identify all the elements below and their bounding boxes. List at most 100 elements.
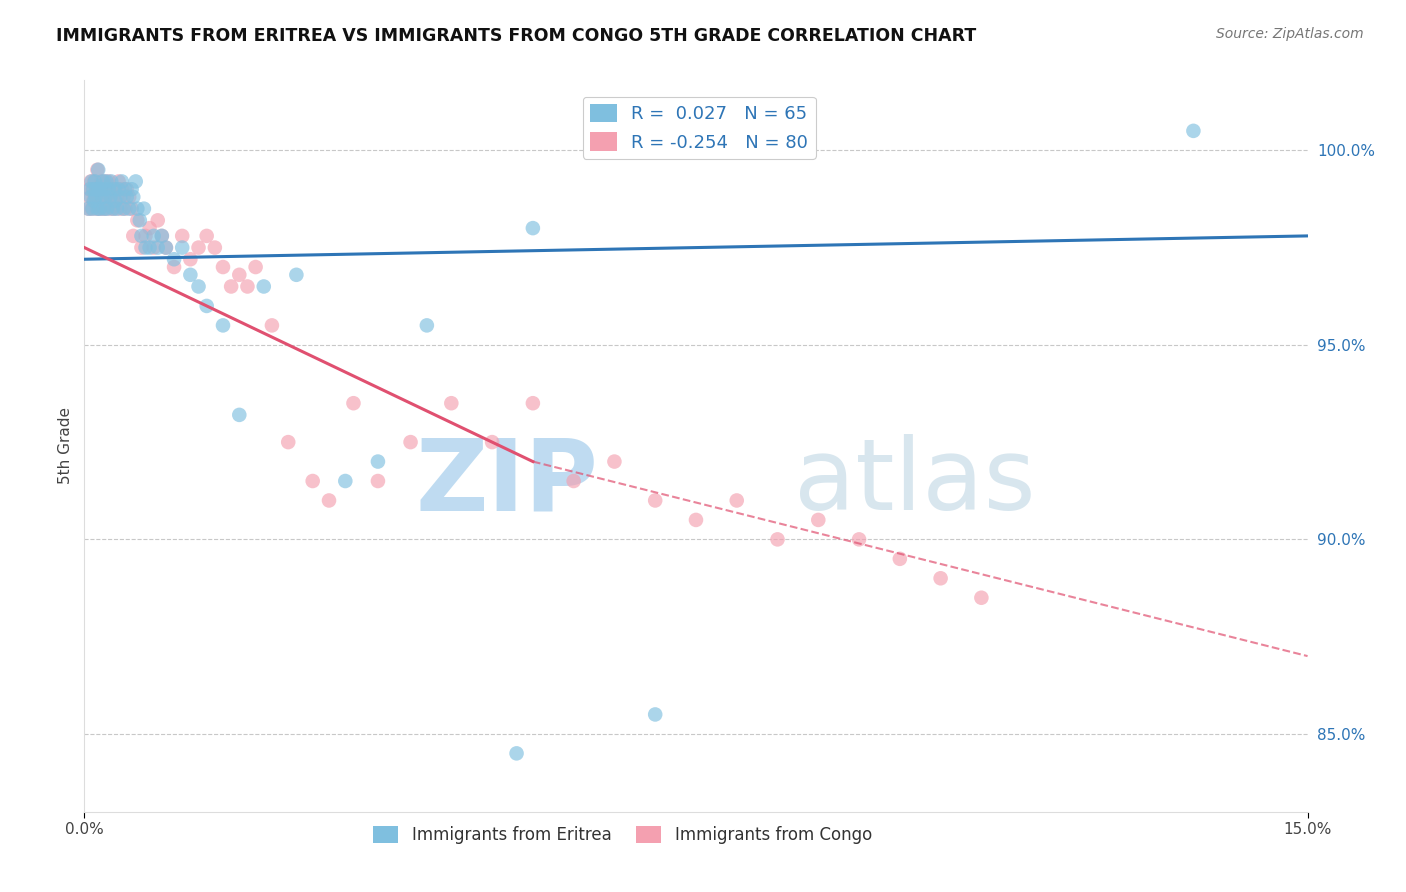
Point [97,174,120,188]
Point [86,162,108,177]
Point [90,190,112,204]
Point [100,174,122,188]
Point [83,194,105,208]
Point [118,202,141,216]
Point [83,174,105,188]
Point [77,202,100,216]
Point [212,318,235,333]
Point [77,202,100,216]
Point [127,202,149,216]
Point [163,260,186,274]
Point [121,202,143,216]
Point [80,190,103,204]
Point [110,202,132,216]
Point [93,182,115,196]
Point [970,591,993,605]
Point [91,174,114,188]
Point [101,194,124,208]
Point [93,174,115,188]
Point [481,435,503,450]
Point [101,202,124,216]
Point [644,707,666,722]
Point [86,202,108,216]
Point [103,182,125,196]
Point [135,241,157,255]
Point [807,513,830,527]
Point [685,513,707,527]
Point [100,182,122,196]
Point [301,474,323,488]
Point [79,190,101,204]
Point [644,493,666,508]
Point [96,190,118,204]
Point [84,182,107,196]
Point [118,190,141,204]
Point [131,228,153,243]
Point [94,190,117,204]
Point [318,493,340,508]
Point [107,174,129,188]
Point [522,221,544,235]
Point [115,182,138,196]
Point [96,202,118,216]
Point [212,260,235,274]
Point [132,202,155,216]
Text: ZIP: ZIP [415,434,598,531]
Point [146,241,169,255]
Point [90,174,112,188]
Point [87,182,110,196]
Point [84,190,107,204]
Point [505,747,527,761]
Point [97,182,120,196]
Point [82,182,104,196]
Point [155,241,177,255]
Point [128,213,150,227]
Text: Source: ZipAtlas.com: Source: ZipAtlas.com [1216,27,1364,41]
Point [100,202,122,216]
Point [82,182,104,196]
Point [440,396,463,410]
Point [1182,124,1205,138]
Point [90,182,112,196]
Point [142,241,165,255]
Point [416,318,439,333]
Point [260,318,283,333]
Point [107,182,129,196]
Point [172,241,194,255]
Point [114,182,136,196]
Point [91,182,114,196]
Point [86,202,108,216]
Point [245,260,267,274]
Point [105,190,128,204]
Point [86,182,108,196]
Point [367,474,389,488]
Point [87,202,110,216]
Point [187,279,209,293]
Point [522,396,544,410]
Point [142,228,165,243]
Point [121,182,143,196]
Point [87,162,110,177]
Point [766,533,789,547]
Y-axis label: 5th Grade: 5th Grade [58,408,73,484]
Point [277,435,299,450]
Point [135,228,157,243]
Point [122,228,145,243]
Point [80,202,103,216]
Point [146,213,169,227]
Point [889,551,911,566]
Point [91,190,114,204]
Point [89,202,111,216]
Point [93,190,115,204]
Point [138,221,160,235]
Point [80,174,103,188]
Text: atlas: atlas [794,434,1035,531]
Point [89,182,111,196]
Point [195,228,218,243]
Point [172,228,194,243]
Point [84,190,107,204]
Point [100,190,122,204]
Point [87,182,110,196]
Point [125,174,148,188]
Point [163,252,186,267]
